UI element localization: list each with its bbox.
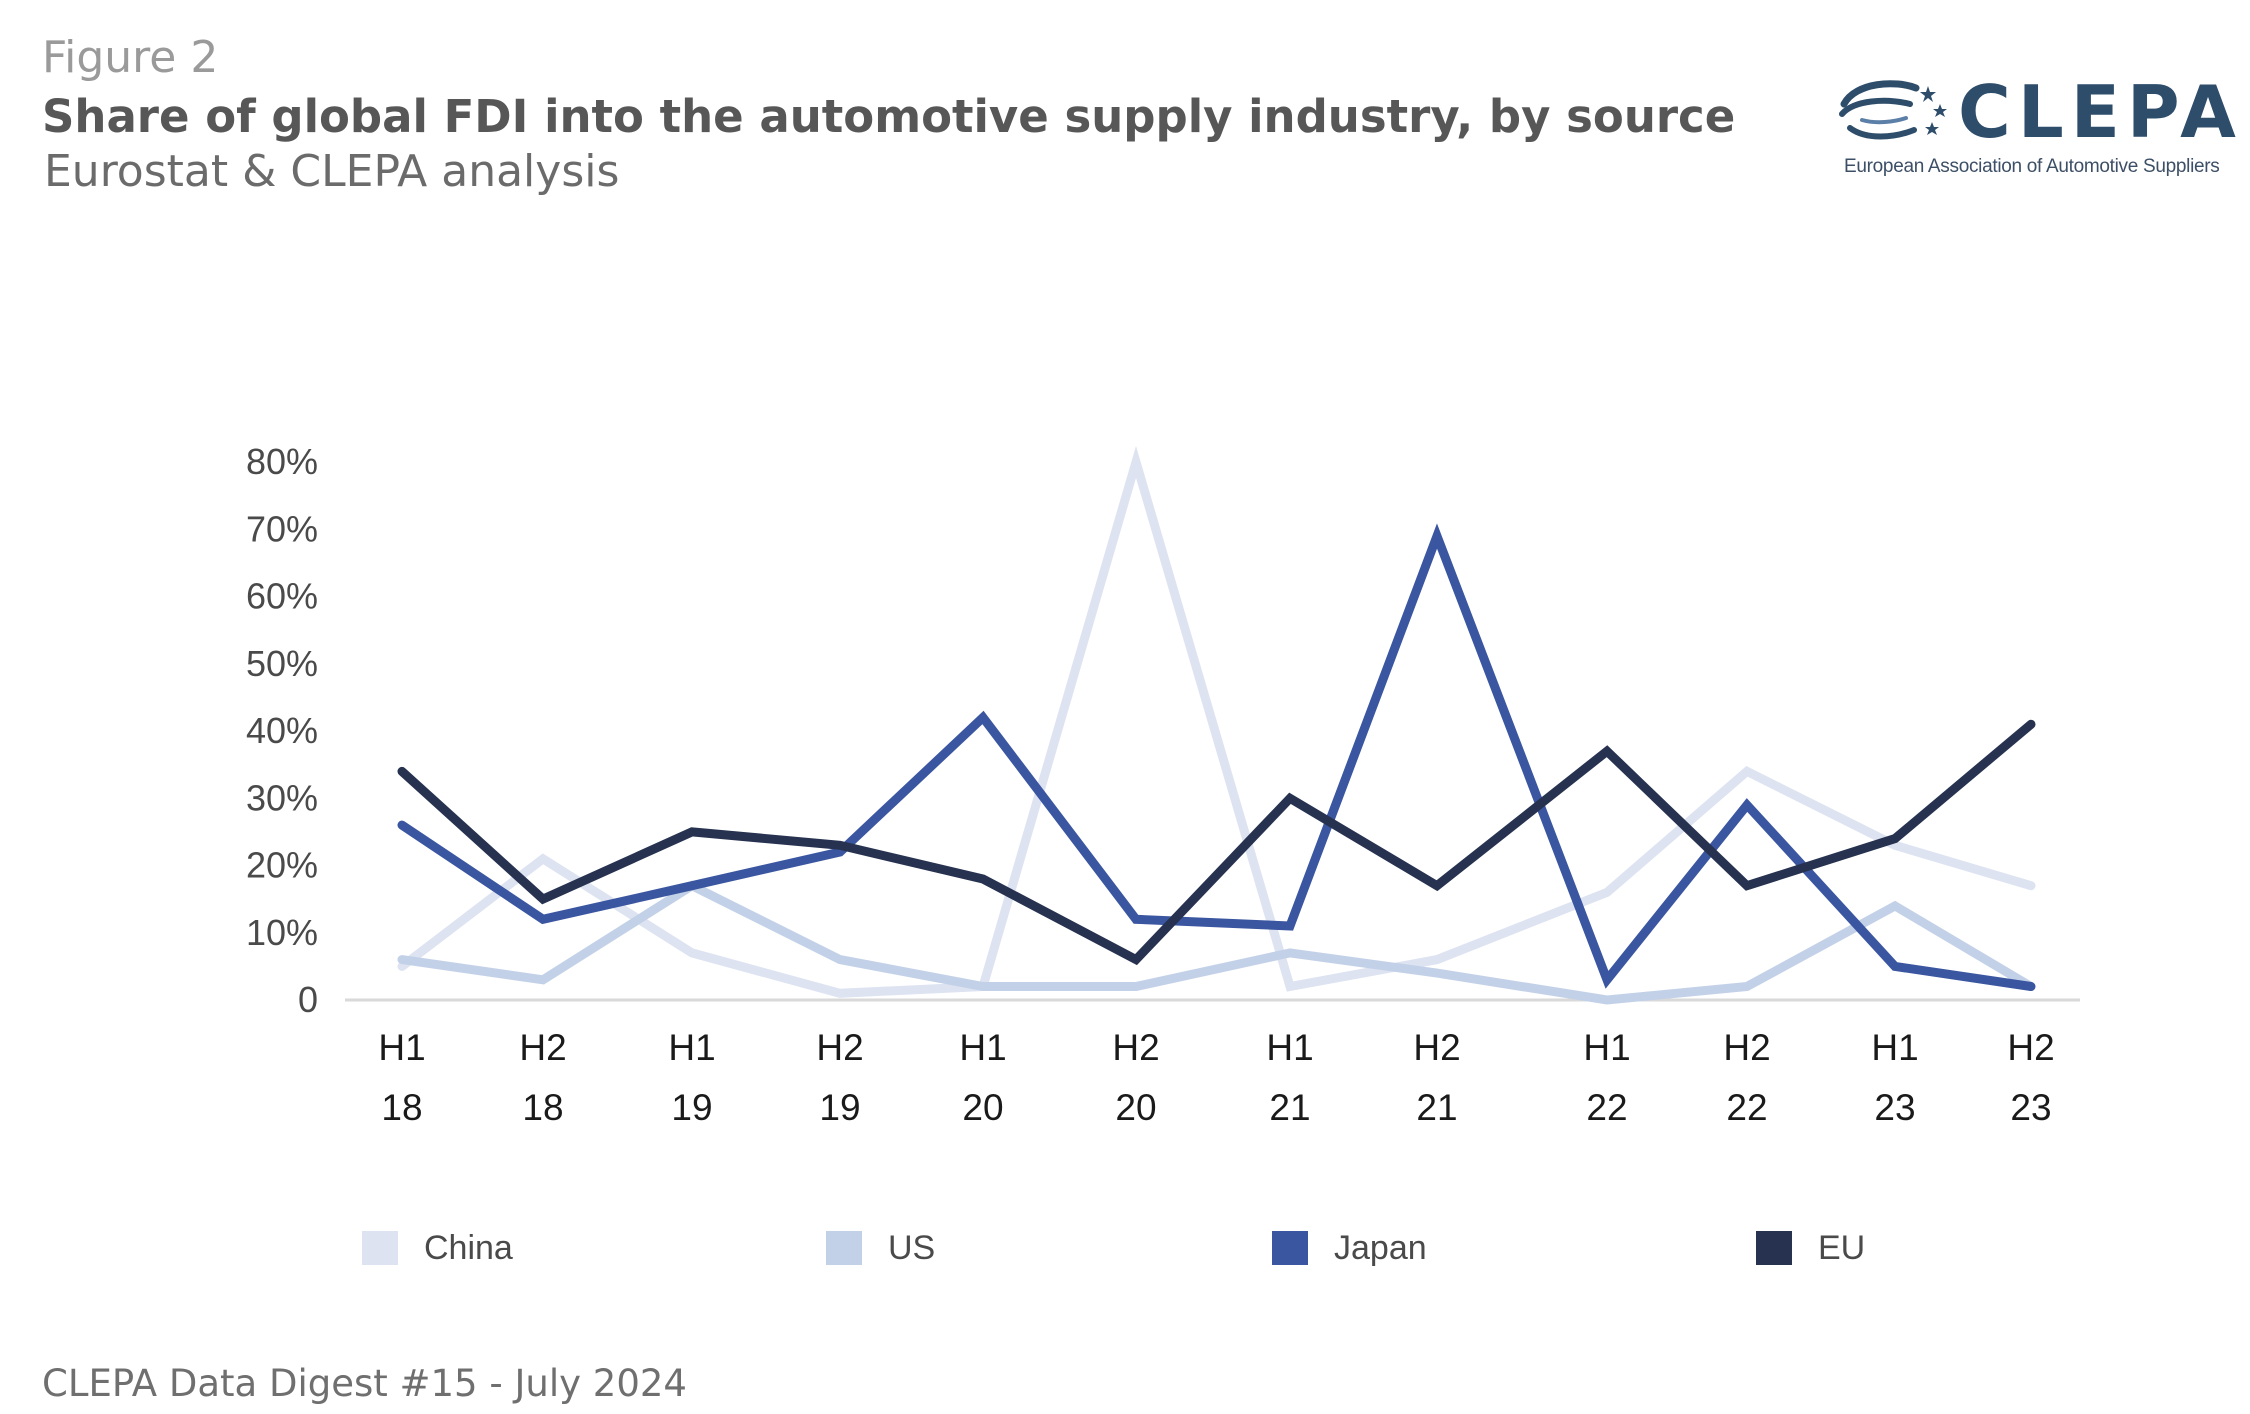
- legend-swatch: [826, 1231, 862, 1265]
- y-tick-label: 10%: [246, 912, 318, 953]
- chart-subtitle: Eurostat & CLEPA analysis: [44, 146, 620, 197]
- x-tick-label: 19: [819, 1087, 860, 1128]
- legend-swatch: [1272, 1231, 1308, 1265]
- x-tick-label: H2: [2007, 1027, 2054, 1068]
- figure-label: Figure 2: [42, 32, 219, 83]
- x-tick-label: 18: [522, 1087, 563, 1128]
- x-tick-label: 21: [1416, 1087, 1457, 1128]
- x-tick-label: H1: [1266, 1027, 1313, 1068]
- series-line-japan: [397, 523, 2036, 991]
- x-tick-label: H2: [519, 1027, 566, 1068]
- legend-swatch: [362, 1231, 398, 1265]
- legend-item: Japan: [1272, 1228, 1427, 1268]
- y-tick-label: 60%: [246, 576, 318, 617]
- legend-item: US: [826, 1228, 935, 1268]
- y-tick-label: 80%: [246, 441, 318, 482]
- x-tick-label: 23: [1874, 1087, 1915, 1128]
- clepa-logo: CLEPA European Association of Automotive…: [1836, 70, 2236, 180]
- y-tick-label: 40%: [246, 710, 318, 751]
- x-tick-label: H2: [1413, 1027, 1460, 1068]
- x-tick-label: 22: [1586, 1087, 1627, 1128]
- chart-title: Share of global FDI into the automotive …: [42, 90, 1736, 143]
- x-tick-label: 20: [1115, 1087, 1156, 1128]
- x-tick-label: 22: [1726, 1087, 1767, 1128]
- legend-label: US: [888, 1228, 936, 1267]
- x-tick-label: 18: [381, 1087, 422, 1128]
- x-tick-label: H1: [1583, 1027, 1630, 1068]
- clepa-swirl-icon: [1839, 80, 1947, 140]
- x-tick-label: H2: [816, 1027, 863, 1068]
- legend-label: Japan: [1334, 1228, 1427, 1267]
- y-tick-label: 20%: [246, 845, 318, 886]
- legend-item: China: [362, 1228, 513, 1268]
- x-tick-label: 20: [962, 1087, 1003, 1128]
- y-tick-label: 0: [298, 979, 318, 1020]
- y-tick-label: 30%: [246, 777, 318, 818]
- legend-item: EU: [1756, 1228, 1865, 1268]
- x-tick-label: 23: [2010, 1087, 2051, 1128]
- x-tick-label: H2: [1723, 1027, 1770, 1068]
- series-line-us: [397, 880, 2036, 1005]
- legend-label: EU: [1818, 1228, 1866, 1267]
- footer-source: CLEPA Data Digest #15 - July 2024: [42, 1362, 687, 1405]
- x-tick-label: H1: [1871, 1027, 1918, 1068]
- legend-label: China: [424, 1228, 513, 1267]
- y-tick-label: 50%: [246, 643, 318, 684]
- logo-wordmark: CLEPA: [1958, 70, 2243, 154]
- x-tick-label: H1: [668, 1027, 715, 1068]
- x-tick-label: H1: [959, 1027, 1006, 1068]
- x-tick-label: H2: [1112, 1027, 1159, 1068]
- series-line-eu: [397, 719, 2036, 966]
- logo-tagline: European Association of Automotive Suppl…: [1844, 156, 2220, 177]
- x-tick-label: H1: [378, 1027, 425, 1068]
- legend-swatch: [1756, 1231, 1792, 1265]
- x-tick-label: 21: [1269, 1087, 1310, 1128]
- x-tick-label: 19: [671, 1087, 712, 1128]
- y-tick-label: 70%: [246, 508, 318, 549]
- series-line-china: [397, 445, 2036, 998]
